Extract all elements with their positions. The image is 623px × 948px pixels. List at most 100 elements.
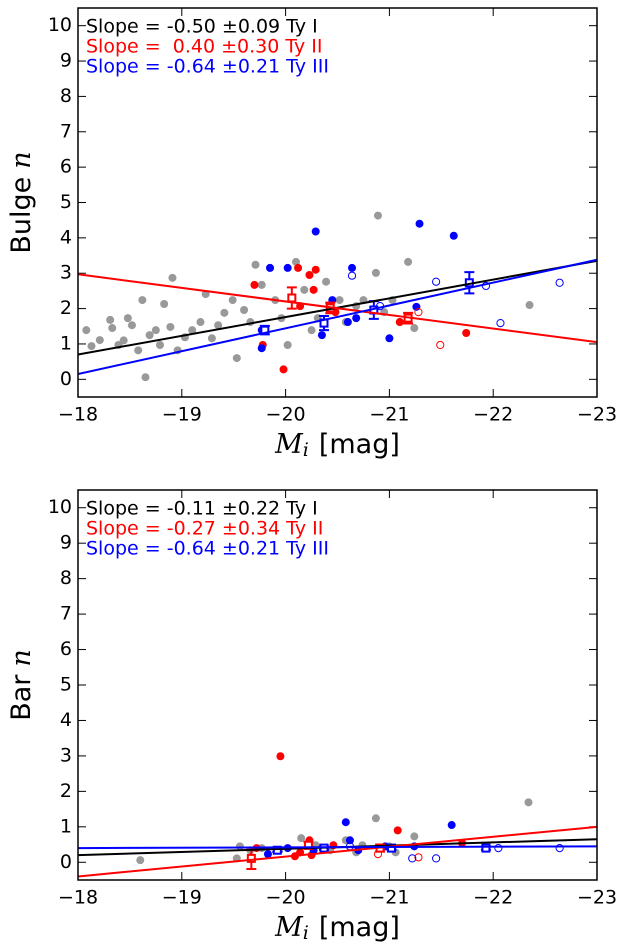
point <box>108 324 117 333</box>
point <box>341 818 350 827</box>
x-tick-label: −22 <box>473 404 513 426</box>
x-tick-label: −18 <box>58 404 98 426</box>
x-label-subscript: i <box>303 922 309 944</box>
point <box>134 346 143 355</box>
open-point <box>414 308 423 317</box>
open-point <box>347 271 357 280</box>
point <box>373 211 382 220</box>
point <box>352 314 361 323</box>
y-tick-label: 9 <box>60 532 72 554</box>
point <box>317 331 326 340</box>
point <box>263 850 272 859</box>
y-tick-label: 9 <box>60 50 72 72</box>
point <box>188 326 197 335</box>
point <box>160 299 169 308</box>
point <box>257 280 266 289</box>
y-tick-label: 5 <box>60 674 72 696</box>
y-tick-label: 3 <box>60 744 72 766</box>
point <box>228 296 237 305</box>
open-point <box>436 340 445 350</box>
point <box>309 285 318 294</box>
point <box>138 296 147 305</box>
annotation: Slope = -0.64 ±0.21 Ty III <box>86 56 329 78</box>
point <box>251 260 260 269</box>
point <box>291 257 300 266</box>
y-axis-label: Bar n <box>6 649 37 721</box>
x-label-symbol: M <box>274 912 304 943</box>
y-tick-label: 0 <box>60 851 72 873</box>
open-point <box>555 278 564 287</box>
point <box>266 263 275 272</box>
x-tick-label: −20 <box>266 887 306 909</box>
point <box>447 821 456 830</box>
point <box>322 277 331 286</box>
point <box>257 344 266 353</box>
point <box>410 832 419 841</box>
point <box>294 263 303 272</box>
x-tick-label: −18 <box>58 887 98 909</box>
point <box>283 341 292 350</box>
y-tick-label: 10 <box>48 14 72 36</box>
open-point <box>432 854 441 863</box>
point <box>156 341 165 350</box>
point <box>311 265 320 274</box>
open-point <box>494 843 503 853</box>
x-axis-label: Mi [mag] <box>274 912 400 945</box>
point <box>371 268 380 277</box>
y-tick-label: 4 <box>60 226 72 248</box>
y-label-symbol: n <box>6 649 37 666</box>
y-tick-label: 4 <box>60 709 72 731</box>
fit-line <box>78 825 597 878</box>
y-tick-label: 10 <box>48 496 72 518</box>
point <box>300 285 309 294</box>
open-point <box>432 277 441 286</box>
point <box>168 273 177 282</box>
y-tick-label: 6 <box>60 638 72 660</box>
annotation: Slope = -0.64 ±0.21 Ty III <box>86 538 329 560</box>
plot-frame <box>77 489 598 881</box>
annotation: Slope = 0.40 ±0.30 Ty II <box>86 36 323 58</box>
point <box>415 219 424 228</box>
x-tick-label: −21 <box>369 404 409 426</box>
y-tick-label: 2 <box>60 297 72 319</box>
y-tick-label: 5 <box>60 191 72 213</box>
y-label-text: Bar <box>6 674 37 721</box>
point <box>214 321 223 330</box>
panel: −18 −19 −20 −21 −22 −23 0 1 2 3 4 5 6 7 8 9 10 Slope = -0… <box>6 489 617 945</box>
y-tick-label: 3 <box>60 262 72 284</box>
point <box>307 326 316 335</box>
x-tick-label: −21 <box>369 887 409 909</box>
y-tick-label: 1 <box>60 332 72 354</box>
point <box>220 308 229 317</box>
point <box>524 798 533 807</box>
y-tick-label: 6 <box>60 156 72 178</box>
annotation: Slope = -0.11 ±0.22 Ty I <box>86 498 318 520</box>
x-axis-label: Mi [mag] <box>274 429 400 462</box>
point <box>525 301 534 310</box>
plot-area <box>78 211 597 382</box>
point <box>240 306 249 315</box>
point <box>119 336 128 345</box>
y-tick-label: 7 <box>60 603 72 625</box>
point <box>449 231 458 240</box>
point <box>82 326 91 335</box>
point <box>395 318 404 327</box>
point <box>127 321 136 330</box>
y-tick-label: 7 <box>60 120 72 142</box>
point <box>385 334 394 343</box>
point <box>232 354 241 363</box>
point <box>250 280 259 289</box>
point <box>141 373 150 382</box>
x-label-unit: [mag] <box>319 429 400 460</box>
open-point <box>408 854 417 863</box>
point <box>371 814 380 823</box>
fit-line <box>78 845 597 850</box>
x-tick-label: −20 <box>266 404 306 426</box>
plot-area <box>78 752 597 878</box>
point <box>166 322 175 331</box>
point <box>106 315 115 324</box>
point <box>283 263 292 272</box>
y-tick-label: 1 <box>60 815 72 837</box>
point <box>305 270 314 279</box>
x-label-symbol: M <box>274 429 304 460</box>
